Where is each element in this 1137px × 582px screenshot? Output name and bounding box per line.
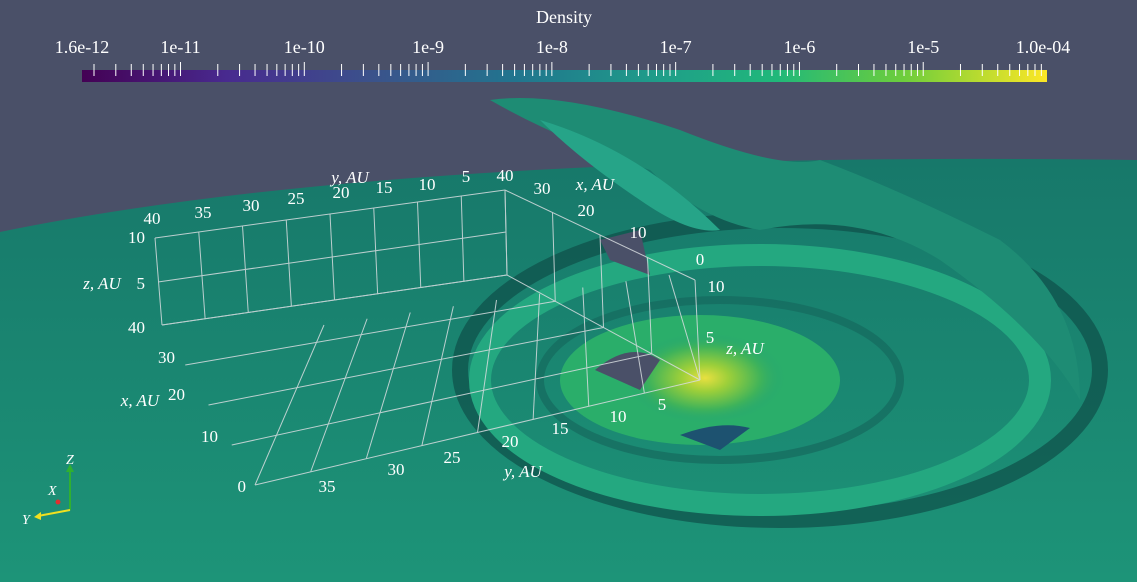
axis-label: 40	[497, 166, 514, 185]
grid-line	[599, 234, 604, 328]
dense-core	[625, 333, 785, 423]
axis-label: 30	[534, 179, 551, 198]
grid-line	[552, 212, 556, 302]
axis-label: 10	[419, 175, 436, 194]
axis-label: x, AU	[120, 391, 161, 410]
orientation-z-label: Z	[66, 453, 74, 468]
orientation-y-label: Y	[22, 513, 32, 528]
grid-line	[208, 327, 604, 406]
axis-label: 10	[630, 223, 647, 242]
axis-label: 20	[578, 201, 595, 220]
axis-label: 15	[376, 178, 393, 197]
axis-label: 10	[128, 228, 145, 247]
color-legend[interactable]: Density 1.6e-12 1.0e-04 1e-11 1e-10 1e-9 1e…	[55, 7, 1070, 82]
grid-line	[161, 274, 508, 326]
grid-line	[310, 318, 368, 473]
axis-label: 30	[388, 460, 405, 479]
grid-line	[504, 189, 508, 276]
axis-label: 0	[696, 250, 705, 269]
hole-region	[595, 352, 660, 390]
axis-label: 5	[137, 274, 146, 293]
axis-label: 10	[610, 407, 627, 426]
grid-line	[254, 324, 325, 486]
grid-line	[532, 293, 541, 420]
grid-line	[231, 353, 652, 446]
grid-line	[668, 274, 701, 381]
axis-label: z, AU	[82, 274, 122, 293]
colorbar-tick-label: 1e-8	[536, 37, 568, 57]
colorbar-min-label: 1.6e-12	[55, 37, 109, 57]
colorbar-title: Density	[536, 7, 592, 27]
axis-label: 20	[502, 432, 519, 451]
axis-label: 20	[333, 183, 350, 202]
colorbar-tick-label: 1e-9	[412, 37, 444, 57]
axis-label: 30	[158, 348, 175, 367]
axis-label: 30	[243, 196, 260, 215]
axis-label: 5	[462, 167, 471, 186]
axis-label: 5	[706, 328, 715, 347]
colorbar-tick-label: 1e-6	[783, 37, 815, 57]
axis-label: z, AU	[725, 339, 765, 358]
grid-line	[647, 257, 653, 354]
colorbar-tick-label: 1e-10	[284, 37, 325, 57]
spiral-arm	[469, 244, 1051, 516]
colorbar-gradient	[82, 70, 1047, 82]
hole-region	[680, 425, 750, 450]
axis-label: 25	[288, 189, 305, 208]
grid-line	[582, 287, 590, 407]
axis-label: 15	[552, 419, 569, 438]
axis-label: 10	[201, 427, 218, 446]
axis-label: 5	[658, 395, 667, 414]
spiral-arm-inner	[536, 296, 904, 464]
colorbar-max-label: 1.0e-04	[1016, 37, 1070, 57]
grid-line	[694, 279, 701, 381]
grid-line	[185, 300, 556, 366]
grid-line	[254, 379, 701, 486]
axis-label: 0	[238, 477, 247, 496]
grid-line	[625, 281, 645, 394]
axis-label: y, AU	[502, 462, 543, 481]
colorbar-tick-label: 1e-7	[660, 37, 692, 57]
colorbar-ticks	[93, 62, 1042, 76]
grid-line	[477, 299, 497, 433]
orientation-axes: Z X Y	[22, 453, 74, 528]
grid-line	[365, 312, 411, 459]
axis-label: 40	[128, 318, 145, 337]
upper-shell-fold	[540, 120, 720, 231]
axis-label: 10	[708, 277, 725, 296]
axis-label: 35	[195, 203, 212, 222]
axis-label: x, AU	[575, 175, 616, 194]
colorbar-tick-label: 1e-5	[907, 37, 939, 57]
axes-grid	[154, 189, 701, 486]
grid-line	[157, 231, 507, 283]
axis-label: 40	[144, 209, 161, 228]
axis-label: 20	[168, 385, 185, 404]
axis-label: 35	[319, 477, 336, 496]
colorbar-tick-label: 1e-11	[160, 37, 200, 57]
orientation-x-label: X	[47, 484, 57, 499]
axis-label: 25	[444, 448, 461, 467]
grid-line	[421, 306, 454, 446]
axis-label: y, AU	[329, 168, 370, 187]
